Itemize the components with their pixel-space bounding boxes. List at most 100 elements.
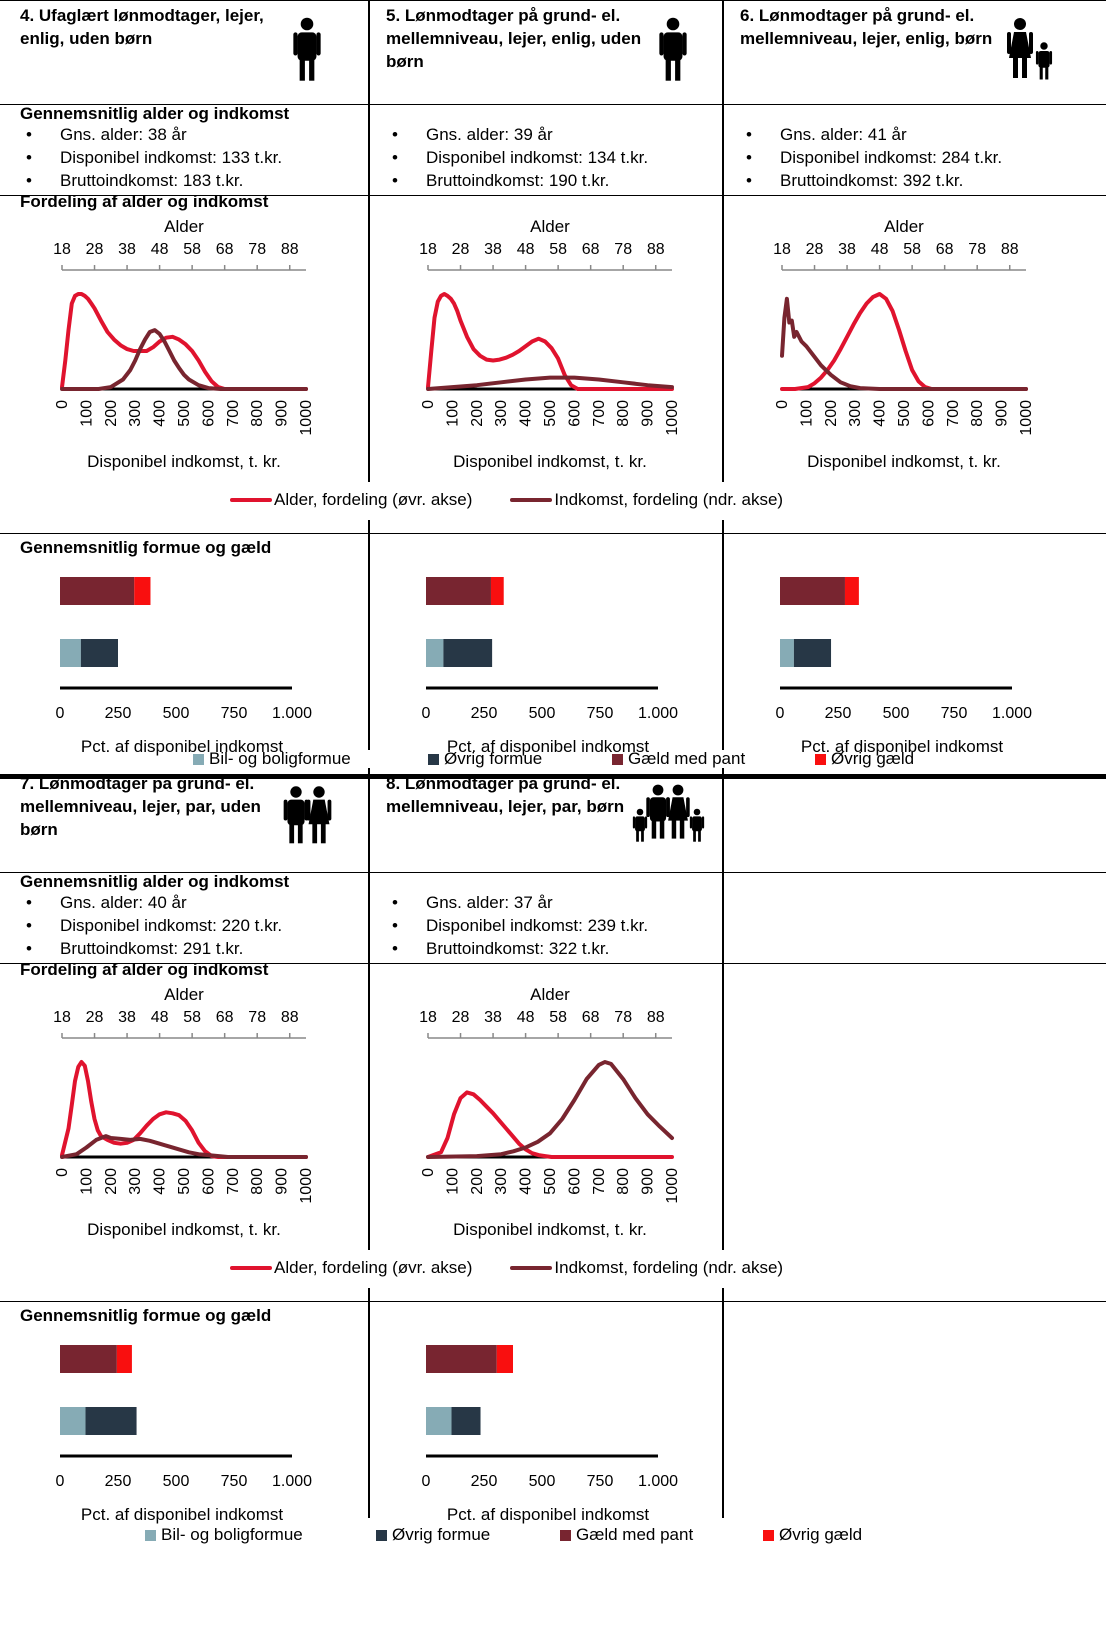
income-tick-label: 900 <box>640 1168 657 1195</box>
wealth-title: Gennemsnitlig formue og gæld <box>20 1306 272 1325</box>
income-tick-label: 700 <box>591 1168 608 1195</box>
pct-tick-label: 1.000 <box>272 1473 312 1490</box>
stats-title: Gennemsnitlig alder og indkomst <box>20 872 290 891</box>
pct-tick-label: 0 <box>422 705 431 722</box>
income-tick-label: 300 <box>847 400 864 427</box>
age-tick-label: 48 <box>517 241 535 258</box>
legend-other-wealth: Øvrig formue <box>428 749 542 769</box>
income-tick-label: 600 <box>566 400 583 427</box>
pct-tick-label: 500 <box>163 705 190 722</box>
car-housing-wealth-bar <box>60 639 81 667</box>
stats-item: Bruttoindkomst: 190 t.kr. <box>386 169 648 192</box>
household-panel: 5. Lønmodtager på grund- el. mellemnivea… <box>366 0 734 768</box>
panel-title: 6. Lønmodtager på grund- el. mellemnivea… <box>740 6 993 48</box>
mortgage-debt-bar <box>60 1345 117 1373</box>
stats-list: Gns. alder: 39 årDisponibel indkomst: 13… <box>386 123 648 192</box>
legend-mortgage-debt-label: Gæld med pant <box>628 749 746 768</box>
stats-item: Disponibel indkomst: 284 t.kr. <box>740 146 1002 169</box>
household-panel: 7. Lønmodtager på grund- el. mellemnivea… <box>0 768 368 1536</box>
legend-age-label: Alder, fordeling (øvr. akse) <box>274 1258 473 1277</box>
age-tick-label: 88 <box>1001 241 1019 258</box>
age-tick-label: 18 <box>53 241 71 258</box>
column-divider <box>722 520 724 750</box>
age-tick-label: 58 <box>549 1009 567 1026</box>
panel-title: 4. Ufaglært lønmodtager, lejer, enlig, u… <box>20 6 264 48</box>
income-tick-label: 700 <box>591 400 608 427</box>
row-divider <box>0 104 1106 105</box>
income-tick-label: 300 <box>127 1168 144 1195</box>
age-distribution-line <box>426 292 674 391</box>
legend-mortgage-debt: Gæld med pant <box>612 749 745 769</box>
other-debt-bar <box>116 1345 132 1373</box>
income-axis-title: Disponibel indkomst, t. kr. <box>87 1220 281 1239</box>
other-wealth-bar <box>451 1407 481 1435</box>
legend-other-debt: Øvrig gæld <box>763 1525 862 1545</box>
age-tick-label: 88 <box>281 241 299 258</box>
income-distribution-line <box>426 375 674 391</box>
stats-title: Gennemsnitlig alder og indkomst <box>20 104 290 123</box>
wealth-legend: Bil- og boligformue Øvrig formue Gæld med … <box>0 1525 1106 1547</box>
age-tick-label: 38 <box>838 241 856 258</box>
age-tick-label: 68 <box>936 241 954 258</box>
mortgage-debt-bar <box>426 577 491 605</box>
pct-tick-label: 250 <box>105 705 132 722</box>
stats-item: Disponibel indkomst: 239 t.kr. <box>386 914 648 937</box>
income-tick-label: 0 <box>420 1168 437 1177</box>
pct-tick-label: 750 <box>221 705 248 722</box>
pct-tick-label: 750 <box>221 1473 248 1490</box>
pct-tick-label: 1.000 <box>638 705 678 722</box>
legend-other-debt-swatch <box>763 1530 774 1542</box>
legend-car-housing-wealth-swatch <box>193 754 204 766</box>
pct-axis-title: Pct. af disponibel indkomst <box>801 737 1003 756</box>
pct-tick-label: 500 <box>529 1473 556 1490</box>
couple-icon <box>283 786 332 844</box>
age-tick-label: 78 <box>248 241 266 258</box>
stats-list: Gns. alder: 37 årDisponibel indkomst: 23… <box>386 891 648 960</box>
stats-item: Gns. alder: 40 år <box>20 891 282 914</box>
stats-item: Gns. alder: 41 år <box>740 123 1002 146</box>
income-tick-label: 700 <box>945 400 962 427</box>
legend-income-swatch <box>510 1266 553 1270</box>
legend-age-swatch <box>230 1266 272 1270</box>
income-tick-label: 600 <box>200 400 217 427</box>
pct-axis-title: Pct. af disponibel indkomst <box>81 1505 283 1524</box>
panel-title: 7. Lønmodtager på grund- el. mellemnivea… <box>20 774 261 839</box>
stats-item: Disponibel indkomst: 220 t.kr. <box>20 914 282 937</box>
income-tick-label: 100 <box>78 400 95 427</box>
stats-item: Bruttoindkomst: 322 t.kr. <box>386 937 648 960</box>
income-tick-label: 0 <box>774 400 791 409</box>
other-debt-bar <box>134 577 151 605</box>
age-axis-title: Alder <box>164 985 204 1004</box>
age-tick-label: 18 <box>53 1009 71 1026</box>
wealth-debt-chart: 0 250 500 750 1.000 Pct. af disponibel indkom… <box>56 1345 312 1524</box>
age-tick-label: 58 <box>549 241 567 258</box>
age-tick-label: 18 <box>773 241 791 258</box>
income-axis-title: Disponibel indkomst, t. kr. <box>453 452 647 471</box>
legend-car-housing-wealth-label: Bil- og boligformue <box>209 749 351 768</box>
age-axis-title: Alder <box>530 217 570 236</box>
column-divider <box>722 1288 724 1518</box>
distribution-title: Fordeling af alder og indkomst <box>20 192 269 211</box>
income-tick-label: 0 <box>420 400 437 409</box>
pct-tick-label: 0 <box>776 705 785 722</box>
pct-tick-label: 1.000 <box>992 705 1032 722</box>
income-tick-label: 300 <box>493 1168 510 1195</box>
household-section: Alder, fordeling (øvr. akse) Indkomst, fo… <box>0 0 1106 768</box>
income-tick-label: 400 <box>518 400 535 427</box>
age-tick-label: 58 <box>903 241 921 258</box>
other-wealth-bar <box>85 1407 137 1435</box>
income-tick-label: 900 <box>274 400 291 427</box>
mortgage-debt-bar <box>60 577 135 605</box>
household-panel: 6. Lønmodtager på grund- el. mellemnivea… <box>720 0 1088 768</box>
age-tick-label: 28 <box>86 241 104 258</box>
other-wealth-bar <box>793 639 832 667</box>
stats-list: Gns. alder: 41 årDisponibel indkomst: 28… <box>740 123 1002 192</box>
stats-item: Gns. alder: 37 år <box>386 891 648 914</box>
legend-other-wealth: Øvrig formue <box>376 1525 490 1545</box>
age-tick-label: 28 <box>86 1009 104 1026</box>
legend-other-debt-label: Øvrig gæld <box>779 1525 863 1544</box>
car-housing-wealth-bar <box>426 639 444 667</box>
distribution-legend: Alder, fordeling (øvr. akse) Indkomst, fo… <box>230 1258 783 1278</box>
other-debt-bar <box>490 577 504 605</box>
income-tick-label: 600 <box>566 1168 583 1195</box>
